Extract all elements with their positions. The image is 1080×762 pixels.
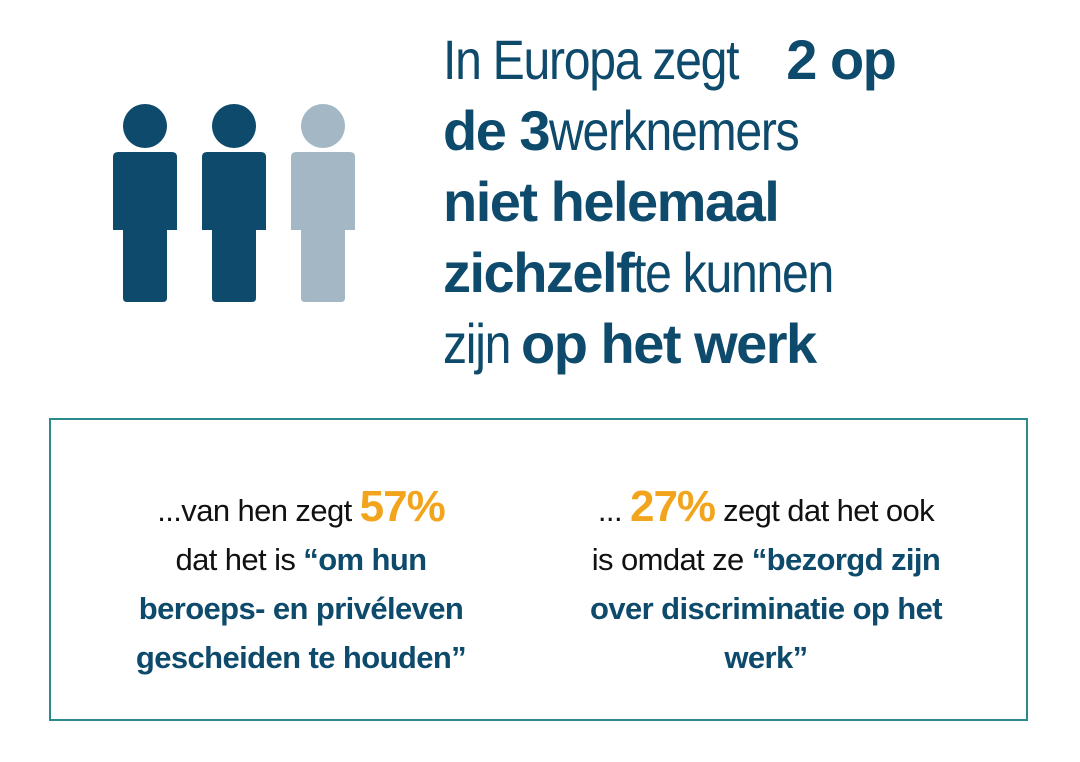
headline-line-5: zijn op het werk (443, 308, 1063, 379)
right-quote-row-1: ... 27% zegt dat het ook (546, 482, 986, 535)
person-icon (202, 104, 266, 302)
left-quote-row-3: beroeps- en privéleven (138, 591, 464, 626)
headline-line-3: niet helemaal (443, 166, 1063, 237)
headline-emphasis: niet helemaal (443, 170, 780, 233)
headline-emphasis: op het werk (521, 312, 817, 375)
right-quote-row-2: is omdat ze “bezorgd zijn (546, 535, 986, 584)
headline: In Europa zegt 2 op de 3 werknemers niet… (443, 24, 1063, 379)
stats-box: ...van hen zegt 57% dat het is “om hun b… (49, 418, 1028, 721)
quote-text: dat het is (175, 542, 304, 577)
left-quote-row-4: gescheiden te houden” (135, 640, 467, 675)
headline-emphasis: de 3 (443, 99, 551, 162)
headline-emphasis: 2 op (786, 28, 897, 91)
headline-text: te kunnen (633, 241, 834, 304)
quote-text: ...van hen zegt (157, 493, 360, 528)
right-quote-row-4: werk” (724, 640, 808, 675)
person-icon (113, 104, 177, 302)
left-quote-row-2: dat het is “om hun (91, 535, 511, 584)
headline-line-4: zichzelf te kunnen (443, 237, 1063, 308)
headline-text: In Europa zegt (443, 28, 739, 91)
headline-line-1: In Europa zegt 2 op (443, 24, 1063, 95)
headline-emphasis: zichzelf (443, 241, 635, 304)
quote-emphasis: “om hun (303, 542, 427, 577)
quote-text: ... (597, 493, 630, 528)
percentage-27: 27% (629, 482, 716, 531)
quote-text: zegt dat het ook (715, 493, 935, 528)
quote-emphasis: “bezorgd zijn (751, 542, 941, 577)
left-quote: ...van hen zegt 57% dat het is “om hun b… (91, 482, 511, 682)
headline-text: werknemers (549, 99, 800, 162)
person-icon (291, 104, 355, 302)
headline-text: zijn (443, 312, 511, 375)
headline-line-2: de 3 werknemers (443, 95, 1063, 166)
people-illustration (113, 104, 355, 302)
percentage-57: 57% (359, 482, 446, 531)
right-quote: ... 27% zegt dat het ook is omdat ze “be… (546, 482, 986, 682)
left-quote-row-1: ...van hen zegt 57% (91, 482, 511, 535)
quote-text: is omdat ze (591, 542, 752, 577)
right-quote-row-3: over discriminatie op het (590, 591, 943, 626)
